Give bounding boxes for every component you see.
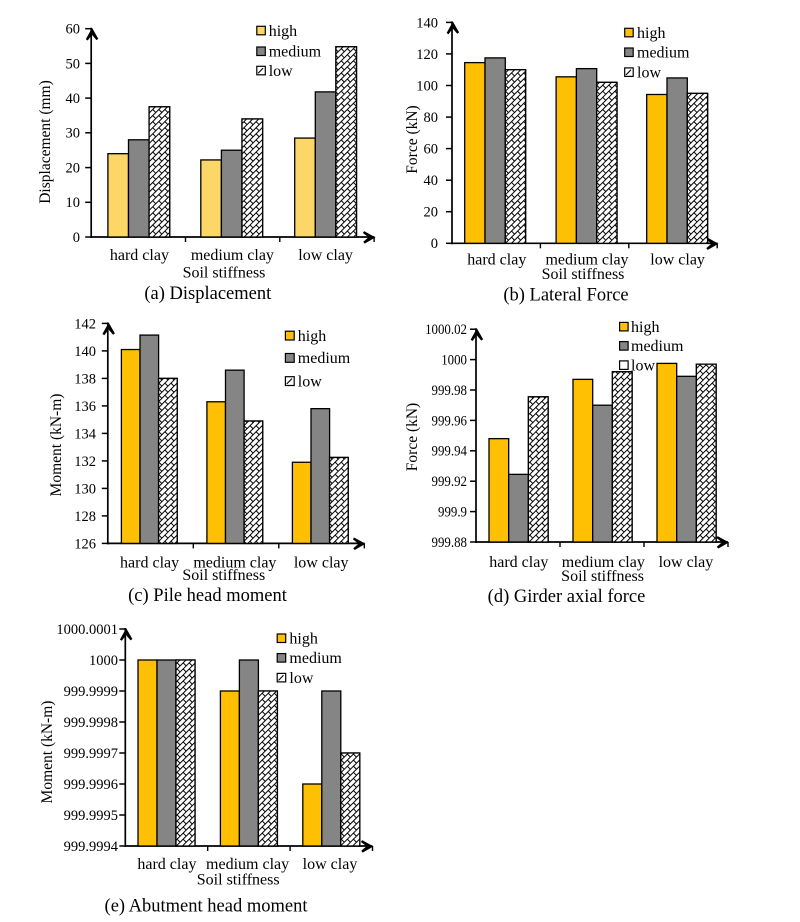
svg-text:999.9997: 999.9997	[64, 746, 118, 762]
svg-text:low: low	[298, 373, 322, 390]
svg-text:medium: medium	[631, 338, 684, 355]
svg-text:Soil stiffness: Soil stiffness	[182, 567, 265, 584]
svg-text:low clay: low clay	[303, 856, 358, 873]
svg-text:medium clay: medium clay	[193, 554, 276, 571]
svg-text:Soil stiffness: Soil stiffness	[561, 568, 644, 585]
svg-text:50: 50	[66, 56, 81, 72]
svg-text:low: low	[637, 65, 661, 82]
svg-text:999.9996: 999.9996	[64, 777, 118, 793]
svg-text:40: 40	[66, 91, 81, 107]
svg-text:low: low	[289, 670, 313, 687]
svg-text:Force (kN): Force (kN)	[404, 403, 421, 471]
svg-text:142: 142	[74, 316, 96, 332]
svg-text:Displacement (mm): Displacement (mm)	[37, 80, 54, 204]
svg-text:high: high	[298, 328, 326, 345]
svg-text:999.96: 999.96	[432, 413, 468, 429]
svg-text:140: 140	[416, 15, 438, 31]
svg-text:40: 40	[424, 173, 439, 189]
svg-text:(b) Lateral Force: (b) Lateral Force	[503, 286, 628, 306]
svg-text:999.94: 999.94	[432, 444, 468, 460]
svg-text:138: 138	[74, 371, 96, 387]
svg-text:medium clay: medium clay	[562, 554, 645, 571]
svg-text:1000: 1000	[89, 653, 118, 669]
svg-text:low: low	[631, 357, 655, 374]
svg-text:hard clay: hard clay	[137, 856, 196, 873]
svg-text:80: 80	[424, 110, 439, 126]
svg-text:(e) Abutment head moment: (e) Abutment head moment	[105, 897, 309, 917]
svg-text:132: 132	[74, 454, 96, 470]
svg-text:100: 100	[416, 78, 438, 94]
svg-text:Soil stiffness: Soil stiffness	[183, 265, 266, 282]
svg-text:1000: 1000	[441, 353, 467, 369]
svg-text:1000.02: 1000.02	[425, 322, 467, 338]
svg-text:999.9999: 999.9999	[64, 684, 118, 700]
svg-text:high: high	[289, 631, 317, 648]
svg-text:low clay: low clay	[298, 247, 353, 264]
svg-text:60: 60	[66, 22, 81, 38]
svg-text:(a) Displacement: (a) Displacement	[144, 284, 272, 304]
svg-text:hard clay: hard clay	[110, 247, 169, 264]
svg-text:medium: medium	[269, 44, 322, 61]
svg-text:(d) Girder axial force: (d) Girder axial force	[488, 587, 646, 607]
svg-text:(c) Pile head moment: (c) Pile head moment	[128, 586, 288, 606]
svg-text:medium: medium	[298, 350, 351, 367]
svg-text:Force (kN): Force (kN)	[404, 105, 421, 173]
svg-text:999.98: 999.98	[432, 383, 468, 399]
svg-text:low: low	[269, 63, 293, 80]
svg-text:high: high	[631, 319, 659, 336]
svg-text:hard clay: hard clay	[489, 554, 548, 571]
svg-text:999.9998: 999.9998	[64, 715, 118, 731]
svg-text:999.9994: 999.9994	[64, 839, 119, 855]
svg-text:10: 10	[66, 195, 81, 211]
svg-text:low clay: low clay	[659, 554, 714, 571]
svg-text:medium: medium	[289, 650, 342, 667]
svg-text:120: 120	[416, 47, 438, 63]
svg-text:high: high	[637, 25, 665, 42]
svg-text:999.9: 999.9	[438, 505, 467, 521]
svg-text:medium: medium	[637, 45, 690, 62]
svg-text:Moment (kN-m): Moment (kN-m)	[39, 701, 56, 804]
svg-text:140: 140	[74, 344, 96, 360]
svg-text:0: 0	[73, 230, 80, 246]
svg-text:low clay: low clay	[650, 252, 705, 269]
svg-text:0: 0	[431, 236, 438, 252]
svg-text:999.92: 999.92	[432, 474, 468, 490]
svg-text:hard clay: hard clay	[120, 554, 179, 571]
svg-text:Moment (kN-m): Moment (kN-m)	[48, 394, 65, 497]
svg-text:134: 134	[74, 426, 97, 442]
svg-text:999.88: 999.88	[432, 535, 468, 551]
svg-text:1000.0001: 1000.0001	[56, 622, 118, 638]
svg-text:medium clay: medium clay	[191, 247, 274, 264]
svg-text:Soil stiffness: Soil stiffness	[197, 872, 280, 889]
svg-text:high: high	[269, 23, 297, 40]
svg-text:999.9995: 999.9995	[64, 808, 118, 824]
svg-text:130: 130	[74, 481, 96, 497]
svg-text:medium clay: medium clay	[206, 856, 289, 873]
svg-text:126: 126	[74, 536, 96, 552]
svg-text:60: 60	[424, 142, 439, 158]
svg-text:20: 20	[424, 205, 439, 221]
svg-text:Soil stiffness: Soil stiffness	[542, 266, 625, 283]
svg-text:20: 20	[66, 161, 81, 177]
svg-text:hard clay: hard clay	[467, 252, 526, 269]
svg-text:30: 30	[66, 126, 81, 142]
svg-text:medium clay: medium clay	[545, 252, 628, 269]
svg-text:136: 136	[74, 399, 96, 415]
svg-text:128: 128	[74, 509, 96, 525]
svg-text:low clay: low clay	[294, 554, 349, 571]
